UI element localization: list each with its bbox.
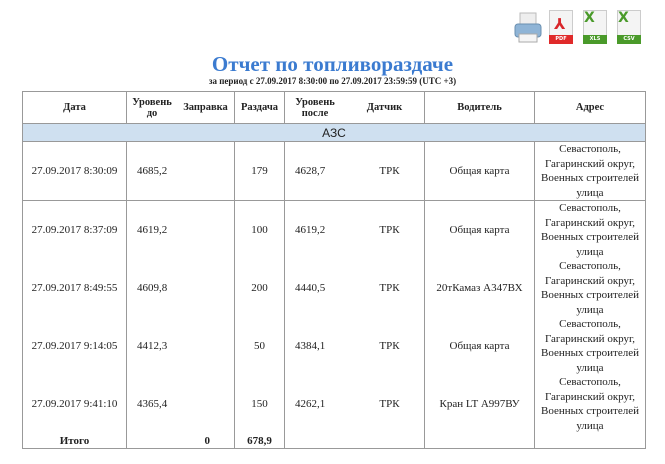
cell-sensor: ТРК: [379, 398, 400, 410]
header-row: Дата Уровень до Заправка Раздача Уровень …: [22, 91, 646, 124]
total-refuel: 0: [126, 433, 235, 449]
cell-sensor: ТРК: [379, 282, 400, 294]
header-level-before: Уровень до: [132, 96, 172, 119]
cell-driver: Кран LT А997ВУ: [424, 375, 535, 433]
cell-date: 27.09.2017 8:49:55: [22, 259, 127, 317]
export-csv-button[interactable]: X CSV: [615, 10, 643, 46]
printer-icon: [514, 12, 542, 43]
group-label: АЗС: [22, 123, 646, 142]
header-dispense: Раздача: [234, 91, 285, 124]
table-row: 27.09.2017 9:41:10 4365,4 150 4262,1 ТРК …: [22, 375, 646, 433]
report-period: за период с 27.09.2017 8:30:00 по 27.09.…: [208, 76, 457, 86]
cell-level-after: 4262,1: [295, 398, 326, 410]
header-refuel: Заправка: [183, 102, 228, 113]
cell-level-before: 4609,8: [137, 282, 168, 294]
cell-level-before: 4365,4: [137, 398, 168, 410]
header-address: Адрес: [534, 91, 646, 124]
report-table: Дата Уровень до Заправка Раздача Уровень …: [22, 91, 646, 449]
cell-sensor: ТРК: [379, 165, 400, 177]
cell-level-after: 4384,1: [295, 340, 326, 352]
cell-driver: Общая карта: [424, 317, 535, 375]
report-title: Отчет по топливораздаче: [211, 52, 454, 76]
cell-driver: Общая карта: [424, 141, 535, 201]
table-row: 27.09.2017 8:30:09 4685,2 179 4628,7 ТРК …: [22, 141, 646, 201]
cell-dispense: 100: [234, 200, 285, 259]
cell-sensor: ТРК: [379, 224, 400, 236]
csv-label: CSV: [617, 35, 641, 44]
cell-level-before: 4685,2: [137, 165, 168, 177]
export-xls-button[interactable]: X XLS: [581, 10, 609, 46]
header-date: Дата: [22, 91, 127, 124]
xls-label: XLS: [583, 35, 607, 44]
cell-address: Севастополь, Гагаринский округ, Военных …: [534, 375, 646, 433]
cell-dispense: 200: [234, 259, 285, 317]
cell-sensor: ТРК: [379, 340, 400, 352]
cell-dispense: 150: [234, 375, 285, 433]
group-row: АЗС: [22, 123, 646, 142]
cell-level-after: 4440,5: [295, 282, 326, 294]
cell-date: 27.09.2017 9:14:05: [22, 317, 127, 375]
header-driver: Водитель: [424, 91, 535, 124]
cell-date: 27.09.2017 8:37:09: [22, 200, 127, 259]
print-button[interactable]: [513, 10, 542, 46]
cell-dispense: 179: [234, 141, 285, 201]
table-row: 27.09.2017 8:49:55 4609,8 200 4440,5 ТРК …: [22, 259, 646, 317]
export-pdf-button[interactable]: ⅄ PDF: [547, 10, 575, 46]
total-row: Итого 0 678,9: [22, 433, 646, 449]
cell-address: Севастополь, Гагаринский округ, Военных …: [534, 141, 646, 201]
cell-level-after: 4619,2: [295, 224, 326, 236]
total-label: Итого: [22, 433, 127, 449]
header-level-after: Уровень после: [295, 96, 335, 119]
export-toolbar: ⅄ PDF X XLS X CSV: [513, 10, 643, 46]
table-row: 27.09.2017 9:14:05 4412,3 50 4384,1 ТРК О…: [22, 317, 646, 375]
cell-address: Севастополь, Гагаринский округ, Военных …: [534, 259, 646, 317]
cell-driver: Общая карта: [424, 200, 535, 259]
cell-driver: 20тКамаз А347ВХ: [424, 259, 535, 317]
cell-address: Севастополь, Гагаринский округ, Военных …: [534, 317, 646, 375]
cell-level-after: 4628,7: [295, 165, 326, 177]
cell-level-before: 4619,2: [137, 224, 168, 236]
pdf-label: PDF: [549, 35, 573, 44]
cell-date: 27.09.2017 8:30:09: [22, 141, 127, 201]
cell-date: 27.09.2017 9:41:10: [22, 375, 127, 433]
total-dispense: 678,9: [234, 433, 285, 449]
cell-address: Севастополь, Гагаринский округ, Военных …: [534, 200, 646, 259]
cell-dispense: 50: [234, 317, 285, 375]
cell-level-before: 4412,3: [137, 340, 168, 352]
table-row: 27.09.2017 8:37:09 4619,2 100 4619,2 ТРК …: [22, 200, 646, 259]
header-sensor: Датчик: [366, 102, 403, 113]
